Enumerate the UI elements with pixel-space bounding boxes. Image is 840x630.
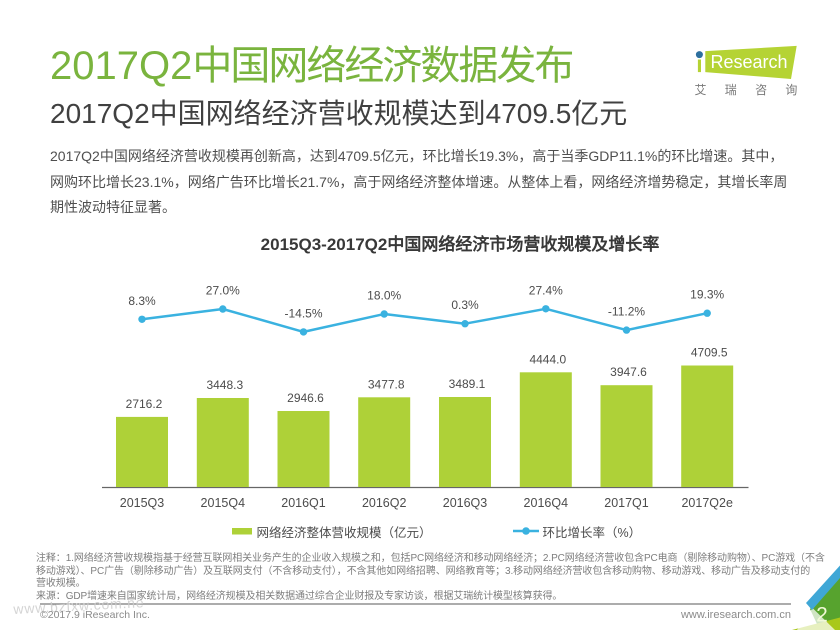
svg-text:2015Q4: 2015Q4 xyxy=(201,496,246,510)
svg-text:Research: Research xyxy=(711,52,788,72)
svg-text:2716.2: 2716.2 xyxy=(126,397,163,411)
svg-text:2015Q3: 2015Q3 xyxy=(120,496,165,510)
svg-text:2017Q2e: 2017Q2e xyxy=(681,496,732,510)
svg-text:19.3%: 19.3% xyxy=(690,288,724,302)
svg-text:27.4%: 27.4% xyxy=(529,283,563,297)
svg-text:3947.6: 3947.6 xyxy=(610,365,647,379)
svg-text:2016Q2: 2016Q2 xyxy=(362,496,407,510)
svg-text:4444.0: 4444.0 xyxy=(529,352,566,366)
svg-text:2016Q4: 2016Q4 xyxy=(524,496,569,510)
svg-text:2016Q3: 2016Q3 xyxy=(443,496,488,510)
svg-text:网络经济整体营收规模（亿元）: 网络经济整体营收规模（亿元） xyxy=(257,525,432,540)
svg-text:2: 2 xyxy=(816,603,828,626)
svg-text:-14.5%: -14.5% xyxy=(284,306,322,320)
svg-text:环比增长率（%）: 环比增长率（%） xyxy=(543,525,642,540)
svg-text:2017Q1: 2017Q1 xyxy=(604,496,649,510)
svg-text:8.3%: 8.3% xyxy=(128,294,156,308)
svg-text:3477.8: 3477.8 xyxy=(368,377,405,391)
svg-text:0.3%: 0.3% xyxy=(451,298,479,312)
svg-text:2016Q1: 2016Q1 xyxy=(281,496,326,510)
svg-text:4709.5: 4709.5 xyxy=(691,346,728,360)
svg-text:3489.1: 3489.1 xyxy=(449,377,486,391)
svg-text:3448.3: 3448.3 xyxy=(206,378,243,392)
svg-text:27.0%: 27.0% xyxy=(206,284,240,298)
svg-text:18.0%: 18.0% xyxy=(367,289,401,303)
svg-text:2946.6: 2946.6 xyxy=(287,391,324,405)
svg-text:-11.2%: -11.2% xyxy=(608,305,645,319)
svg-text:艾瑞咨询: 艾瑞咨询 xyxy=(695,82,816,97)
